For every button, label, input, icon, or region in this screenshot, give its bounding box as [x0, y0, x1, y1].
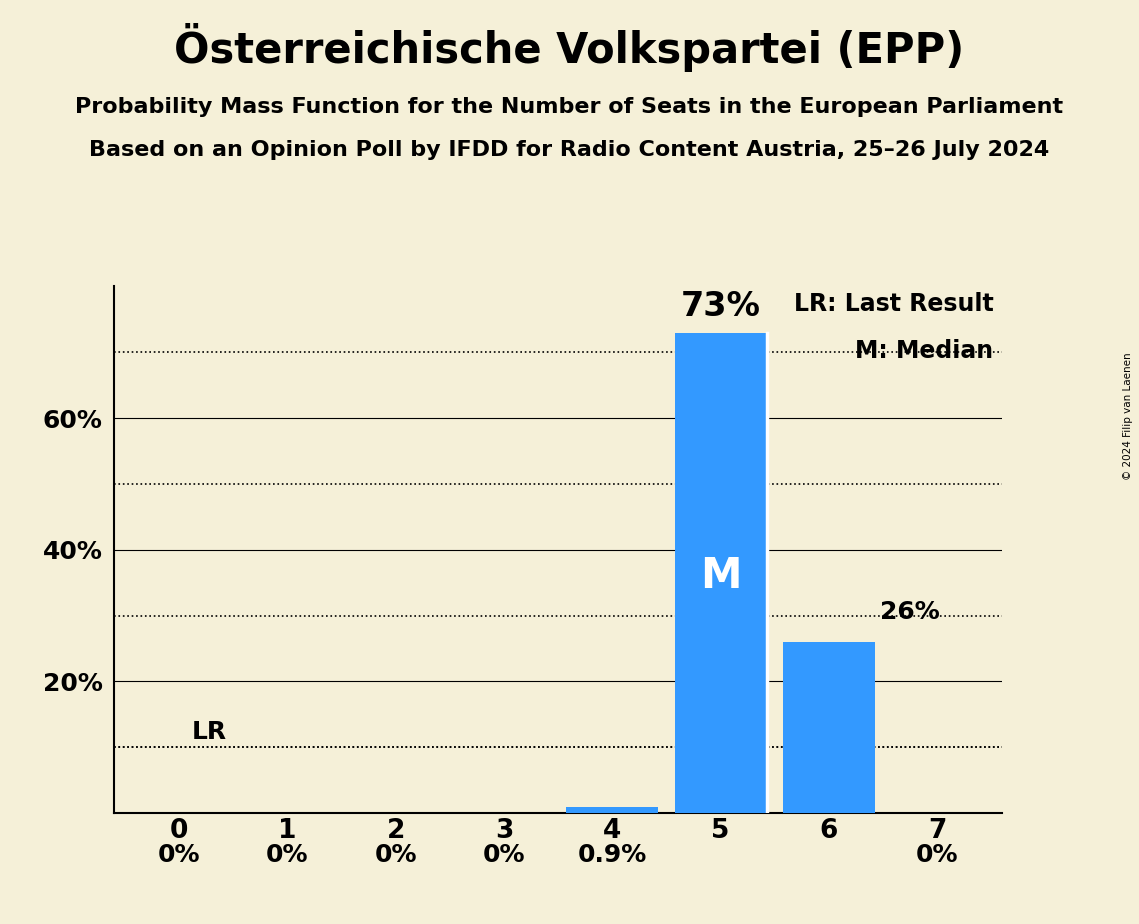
- Text: M: M: [699, 555, 741, 597]
- Text: LR: LR: [191, 720, 227, 744]
- Text: LR: Last Result: LR: Last Result: [794, 292, 993, 316]
- Text: Österreichische Volkspartei (EPP): Österreichische Volkspartei (EPP): [174, 23, 965, 72]
- Text: 0%: 0%: [375, 843, 417, 867]
- Text: 0%: 0%: [267, 843, 309, 867]
- Text: 0%: 0%: [483, 843, 525, 867]
- Text: 0%: 0%: [157, 843, 200, 867]
- Bar: [566, 808, 658, 813]
- Text: Probability Mass Function for the Number of Seats in the European Parliament: Probability Mass Function for the Number…: [75, 97, 1064, 117]
- Bar: [674, 333, 767, 813]
- Text: 26%: 26%: [880, 601, 940, 625]
- Bar: [782, 642, 875, 813]
- Text: 0.9%: 0.9%: [577, 843, 647, 867]
- Text: 73%: 73%: [681, 289, 761, 322]
- Text: 0%: 0%: [916, 843, 959, 867]
- Text: Based on an Opinion Poll by IFDD for Radio Content Austria, 25–26 July 2024: Based on an Opinion Poll by IFDD for Rad…: [89, 140, 1050, 161]
- Text: © 2024 Filip van Laenen: © 2024 Filip van Laenen: [1123, 352, 1133, 480]
- Text: M: Median: M: Median: [855, 339, 993, 363]
